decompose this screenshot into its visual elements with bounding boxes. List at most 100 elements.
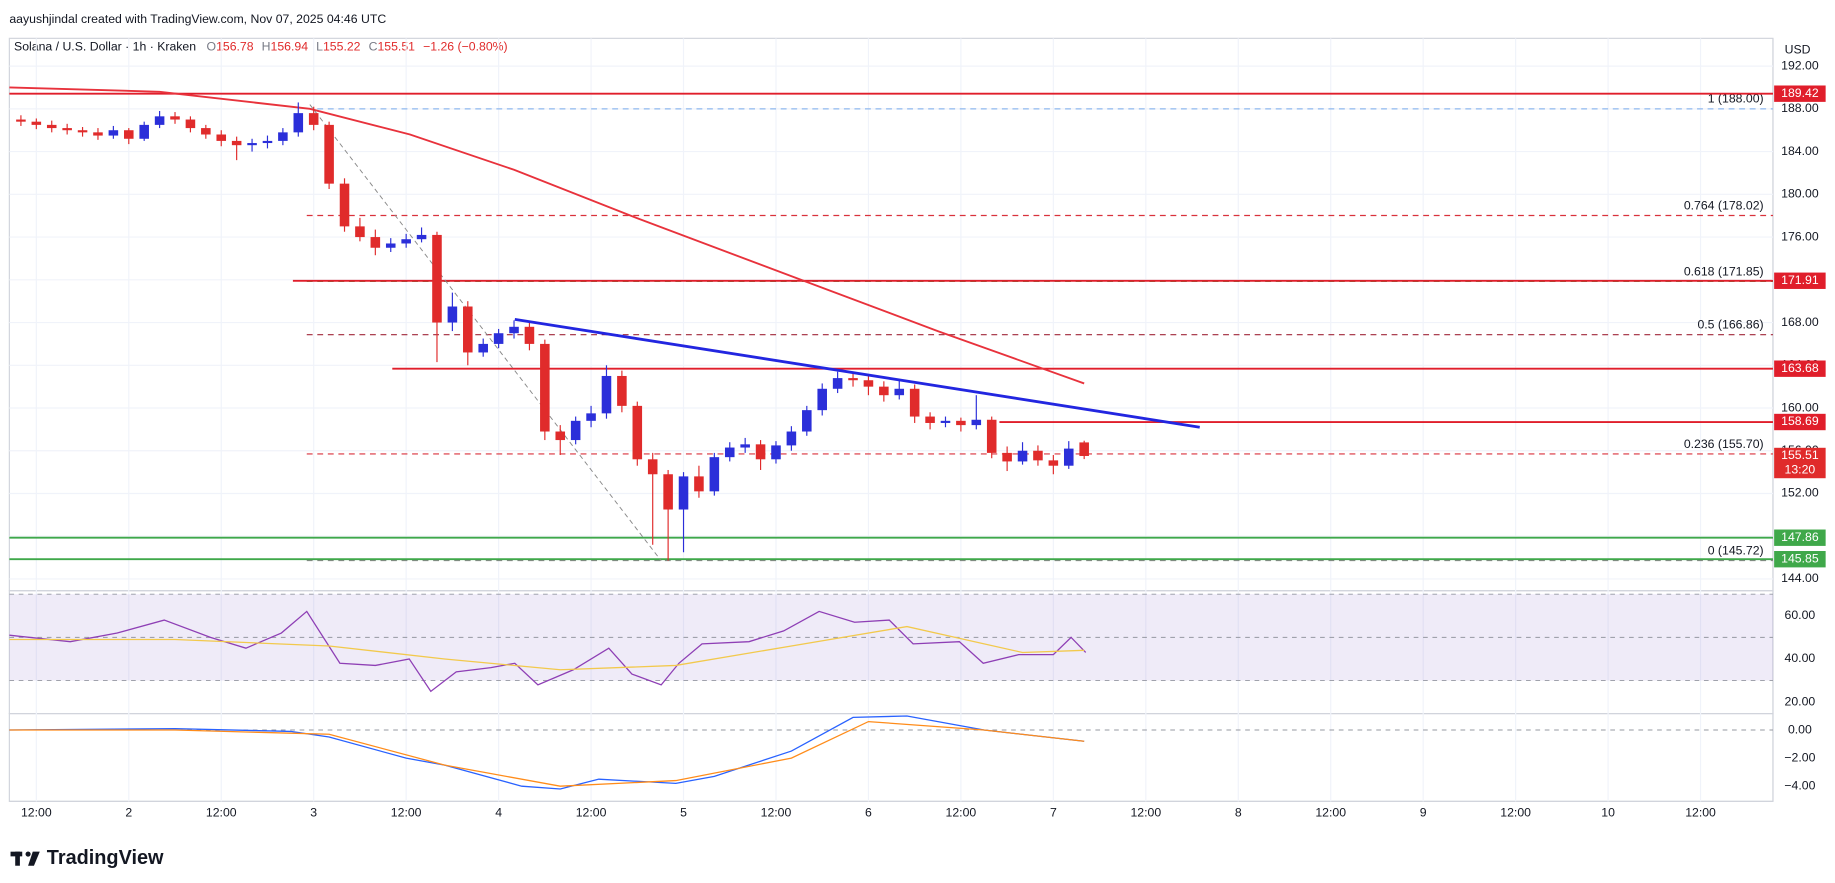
price-tag — [1774, 360, 1826, 377]
price-tag-label: 163.68 — [1781, 361, 1819, 375]
x-tick-label: 12:00 — [1500, 805, 1531, 819]
candle-body — [1002, 452, 1012, 462]
plot: 12:00 2 12:00 3 12:00 4 12:00 5 12:00 6 12:00 7 12:0… — [8, 37, 1826, 819]
price-tag-label: 158.69 — [1781, 414, 1819, 428]
indicator-line — [9, 610, 1087, 693]
moving-average — [9, 86, 1085, 385]
x-tick-label: 12:00 — [21, 805, 52, 819]
symbol: Solana / U.S. Dollar · 1h · Kraken — [14, 40, 196, 54]
fib-label: 1 (188.00) — [1708, 92, 1764, 106]
candle-body — [1017, 450, 1028, 462]
x-tick-label: 12:00 — [946, 805, 977, 819]
indicator-line — [9, 625, 1085, 671]
logo-mark — [28, 851, 40, 866]
x-tick-label: 12:00 — [391, 805, 422, 819]
candle-body — [848, 378, 858, 381]
candle-body — [771, 445, 781, 460]
candle-body — [401, 239, 411, 244]
candle-body — [1048, 460, 1059, 466]
candle-body — [570, 420, 581, 441]
x-tick-label: 10 — [1601, 805, 1615, 819]
y-tick-label: 192.00 — [1781, 58, 1819, 72]
o-value: 156.78 — [216, 40, 254, 54]
candle-body — [108, 130, 119, 136]
candle-body — [201, 128, 211, 135]
x-tick-label: 12:00 — [576, 805, 607, 819]
candle-body — [786, 431, 797, 446]
candle-body — [879, 386, 889, 396]
candle-body — [293, 113, 304, 133]
candle-body — [416, 234, 427, 240]
candle-body — [678, 476, 689, 510]
fib-label: 0 (145.72) — [1708, 543, 1764, 557]
y-tick-label: 160.00 — [1781, 400, 1819, 414]
candle-body — [154, 116, 165, 125]
candle-body — [247, 143, 257, 146]
candle-body — [817, 388, 827, 411]
candle-body — [31, 121, 42, 125]
candle-body — [709, 457, 720, 492]
candle-body — [262, 140, 273, 144]
y-tick-label: −4.00 — [1784, 778, 1815, 792]
candle-body — [601, 375, 612, 414]
fib-label: 0.618 (171.85) — [1684, 264, 1764, 278]
fib-diagonal — [309, 104, 662, 562]
y-tick-label: −2.00 — [1784, 750, 1815, 764]
candle-body — [170, 116, 180, 120]
l-key: L — [316, 40, 323, 54]
candle-body — [940, 420, 951, 423]
candle-body — [755, 444, 766, 460]
candle-body — [1079, 442, 1089, 456]
candle-body — [216, 134, 227, 141]
x-tick-label: 12:00 — [1685, 805, 1716, 819]
trend-line — [514, 317, 1200, 429]
countdown-label: 13:20 — [1785, 462, 1816, 476]
l-value: 155.22 — [323, 40, 361, 54]
fib-label: 0.236 (155.70) — [1684, 437, 1764, 451]
price-tag — [1774, 85, 1826, 102]
logo[interactable]: TradingView — [10, 847, 165, 869]
candle-body — [339, 183, 350, 227]
price-tag-label: 171.91 — [1781, 273, 1819, 287]
logo-mark — [25, 851, 31, 857]
last-price-label: 155.51 — [1781, 448, 1819, 462]
candle-body — [971, 419, 982, 426]
candle-body — [77, 130, 88, 133]
candle-body — [986, 419, 997, 453]
candle-body — [124, 130, 134, 139]
candle-body — [1063, 448, 1074, 466]
x-tick-label: 8 — [1235, 805, 1242, 819]
h-value: 156.94 — [271, 40, 309, 54]
y-tick-label: 188.00 — [1781, 101, 1819, 115]
y-tick-label: 176.00 — [1781, 229, 1819, 243]
currency[interactable]: USD — [1785, 42, 1811, 56]
candle-body — [185, 119, 196, 129]
c-key: C — [369, 40, 378, 54]
candle-body — [724, 447, 735, 458]
candle-body — [740, 444, 750, 448]
price-tag-label: 147.86 — [1781, 530, 1819, 544]
price-tag-label: 145.85 — [1781, 551, 1819, 565]
x-tick-label: 12:00 — [1130, 805, 1161, 819]
x-tick-label: 6 — [865, 805, 872, 819]
candle-body — [16, 119, 26, 122]
candle-body — [139, 124, 149, 139]
candle-body — [1033, 450, 1043, 461]
credit: aayushjindal created with TradingView.co… — [9, 12, 386, 26]
candle-body — [46, 124, 57, 129]
h-key: H — [262, 40, 271, 54]
fib-label: 0.5 (166.86) — [1697, 318, 1763, 332]
candle-body — [663, 474, 673, 510]
price-tag-label: 189.42 — [1781, 86, 1819, 100]
logo-mark — [15, 851, 20, 866]
candle-body — [555, 431, 566, 441]
candle-body — [647, 459, 658, 475]
candle-body — [632, 405, 643, 460]
candle-body — [832, 378, 843, 389]
last-price-tag — [1774, 447, 1826, 479]
candle-body — [324, 124, 334, 184]
candle-body — [802, 410, 812, 432]
candle-body — [894, 388, 905, 396]
y-tick-label: 40.00 — [1785, 651, 1816, 665]
x-tick-label: 12:00 — [1315, 805, 1346, 819]
